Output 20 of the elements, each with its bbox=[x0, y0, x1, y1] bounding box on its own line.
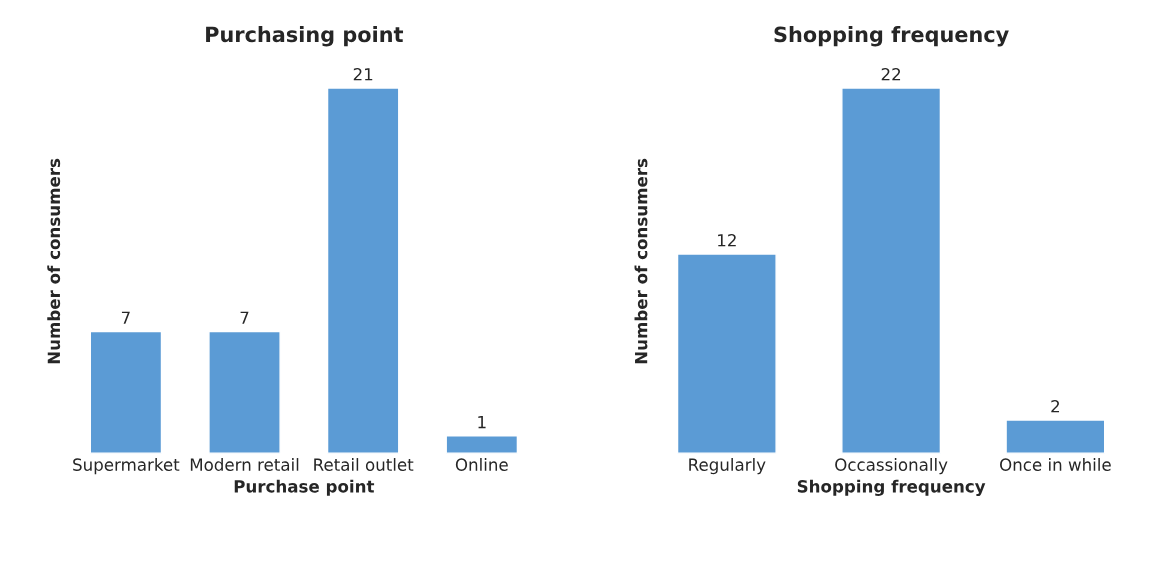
y-axis-title: Number of consumers bbox=[634, 158, 648, 364]
x-tick-label: Once in while bbox=[1000, 458, 1111, 471]
x-tick-label: Regularly bbox=[689, 458, 766, 475]
data-label: 7 bbox=[240, 311, 249, 324]
y-axis-title: Number of consumers bbox=[47, 158, 61, 364]
data-label: 1 bbox=[478, 416, 486, 429]
x-tick-label: Modern retail bbox=[190, 458, 299, 471]
x-tick-label: Retail outlet bbox=[314, 458, 414, 471]
data-label: 12 bbox=[718, 233, 736, 247]
x-tick-label: Online bbox=[455, 458, 508, 471]
chart-title: Shopping frequency bbox=[774, 26, 1009, 47]
data-label: 2 bbox=[1051, 399, 1060, 413]
data-label: 7 bbox=[121, 311, 130, 324]
x-tick-label: Occassionally bbox=[835, 458, 948, 475]
x-tick-label: Supermarket bbox=[73, 458, 180, 475]
data-label: 22 bbox=[881, 67, 901, 81]
x-axis-title: Purchase point bbox=[234, 479, 375, 496]
chart-title: Purchasing point bbox=[206, 26, 404, 47]
x-axis-title: Shopping frequency bbox=[797, 479, 986, 496]
data-label: 21 bbox=[353, 67, 373, 81]
